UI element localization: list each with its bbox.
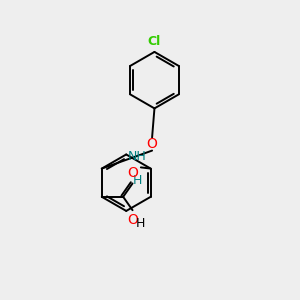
Text: O: O [128, 213, 139, 227]
Text: H: H [132, 174, 142, 187]
Text: H: H [136, 217, 146, 230]
Text: Cl: Cl [148, 35, 161, 48]
Text: NH: NH [128, 150, 146, 163]
Text: O: O [147, 137, 158, 151]
Text: O: O [127, 167, 138, 180]
